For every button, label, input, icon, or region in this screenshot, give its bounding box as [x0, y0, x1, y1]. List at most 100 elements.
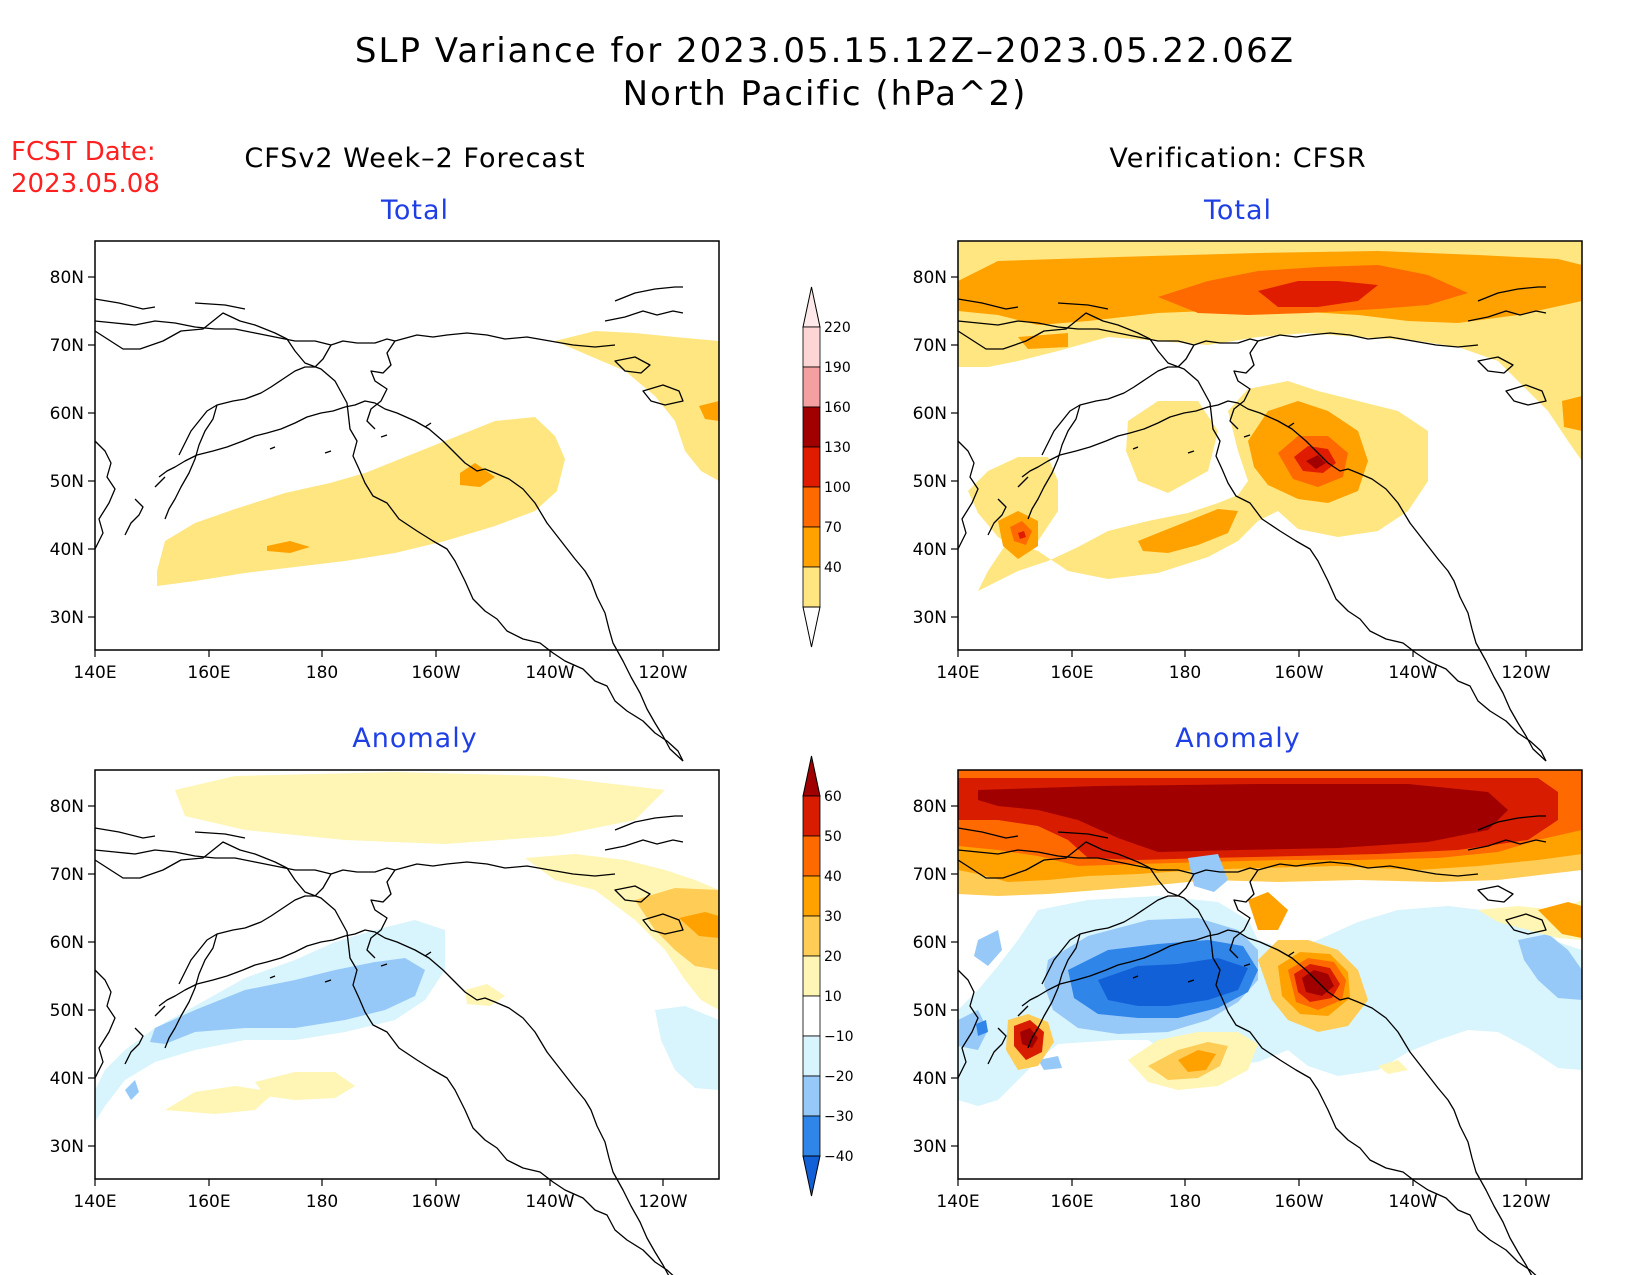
- colorbar-total-label: 130: [824, 440, 851, 456]
- panel-title-verification-anomaly: Anomaly: [1175, 723, 1300, 754]
- column-header-forecast: CFSv2 Week–2 Forecast: [244, 143, 585, 174]
- colorbar-total-swatch: [802, 326, 821, 368]
- lat-tick-label: 60N: [50, 933, 84, 953]
- lat-tick-label: 30N: [50, 1137, 84, 1157]
- colorbar-total-swatch: [802, 446, 821, 488]
- colorbar-anomaly-swatch: [802, 795, 821, 837]
- fcst-date-value: 2023.05.08: [11, 169, 160, 199]
- lon-tick-label: 140E: [73, 1192, 116, 1212]
- colorbar-anomaly-swatch: [802, 835, 821, 877]
- lat-tick-label: 80N: [50, 797, 84, 817]
- lon-tick-label: 140E: [936, 663, 979, 683]
- lat-tick-label: 70N: [913, 865, 947, 885]
- lat-tick-label: 50N: [913, 472, 947, 492]
- lon-tick-label: 140E: [936, 1192, 979, 1212]
- map-panel-forecast-total: [94, 240, 720, 762]
- lon-tick-label: 180: [306, 1192, 338, 1212]
- contour-fill: [958, 770, 1582, 1106]
- lon-tick-label: 180: [1169, 663, 1201, 683]
- lon-tick-label: 120W: [638, 663, 687, 683]
- lon-tick-label: 120W: [638, 1192, 687, 1212]
- colorbar-total-label: 220: [824, 320, 851, 336]
- colorbar-total-swatch: [802, 406, 821, 448]
- lat-tick-label: 40N: [50, 540, 84, 560]
- lat-tick-label: 30N: [913, 1137, 947, 1157]
- panel-title-forecast-anomaly: Anomaly: [352, 723, 477, 754]
- lat-tick-label: 50N: [50, 472, 84, 492]
- lat-tick-label: 40N: [913, 1069, 947, 1089]
- colorbar-total-lower-tip: [802, 606, 821, 648]
- colorbar-total-swatch: [802, 566, 821, 608]
- colorbar-total-label: 190: [824, 360, 851, 376]
- lon-tick-label: 140W: [1388, 663, 1437, 683]
- colorbar-anomaly-lower-tip: [802, 1155, 821, 1197]
- lon-tick-label: 160E: [187, 663, 230, 683]
- lon-tick-label: 120W: [1501, 663, 1550, 683]
- colorbar-total-swatch: [802, 366, 821, 408]
- lat-tick-label: 50N: [50, 1001, 84, 1021]
- colorbar-total-label: 70: [824, 520, 842, 536]
- colorbar-total-upper-tip: [802, 286, 821, 328]
- colorbar-anomaly-label: 60: [824, 789, 842, 805]
- lon-tick-label: 140W: [525, 663, 574, 683]
- colorbar-anomaly-label: 50: [824, 829, 842, 845]
- figure-title-line2: North Pacific (hPa^2): [623, 74, 1028, 114]
- lat-tick-label: 60N: [913, 404, 947, 424]
- colorbar-anomaly-swatch: [802, 875, 821, 917]
- lon-tick-label: 120W: [1501, 1192, 1550, 1212]
- lon-tick-label: 180: [1169, 1192, 1201, 1212]
- lon-tick-label: 180: [306, 663, 338, 683]
- panel-title-verification-total: Total: [1203, 195, 1272, 226]
- colorbar-anomaly-label: −10: [824, 1029, 854, 1045]
- panel-title-forecast-total: Total: [380, 195, 449, 226]
- colorbar-total-swatch: [802, 486, 821, 528]
- lat-tick-label: 60N: [913, 933, 947, 953]
- colorbar-anomaly-label: 20: [824, 949, 842, 965]
- colorbar-anomaly-label: 40: [824, 869, 842, 885]
- colorbar-anomaly-swatch: [802, 955, 821, 997]
- lat-tick-label: 30N: [913, 608, 947, 628]
- lon-tick-label: 160W: [411, 1192, 460, 1212]
- colorbar-anomaly-label: 10: [824, 989, 842, 1005]
- colorbar-total-swatch: [802, 526, 821, 568]
- colorbar-anomaly-swatch: [802, 915, 821, 957]
- colorbar-anomaly-swatch: [802, 1115, 821, 1157]
- lat-tick-label: 70N: [50, 865, 84, 885]
- lat-tick-label: 80N: [913, 797, 947, 817]
- axis-tick-labels: 140E 160E 180 160W 140W 120W 80N 70N 60N 50N 40N 30…: [50, 268, 1551, 1212]
- column-header-verification: Verification: CFSR: [1109, 143, 1366, 174]
- lat-tick-label: 60N: [50, 404, 84, 424]
- fcst-date-label: FCST Date:: [11, 137, 156, 167]
- lat-tick-label: 70N: [913, 336, 947, 356]
- lat-tick-label: 70N: [50, 336, 84, 356]
- lon-tick-label: 140E: [73, 663, 116, 683]
- figure-title-line1: SLP Variance for 2023.05.15.12Z–2023.05.…: [355, 31, 1295, 71]
- colorbar-anomaly-swatch: [802, 1035, 821, 1077]
- colorbar-anomaly-label: −20: [824, 1069, 854, 1085]
- map-panel-verification-anomaly: [957, 769, 1583, 1275]
- lat-tick-label: 50N: [913, 1001, 947, 1021]
- lat-tick-label: 80N: [913, 268, 947, 288]
- colorbar-total-label: 160: [824, 400, 851, 416]
- map-panel-verification-total: [957, 240, 1583, 762]
- colorbar-anomaly-label: −40: [824, 1149, 854, 1165]
- colorbar-anomaly-label: 30: [824, 909, 842, 925]
- colorbar-total-label: 100: [824, 480, 851, 496]
- contour-fill: [157, 331, 719, 586]
- lat-tick-label: 80N: [50, 268, 84, 288]
- lat-tick-label: 40N: [913, 540, 947, 560]
- lon-tick-label: 160W: [1274, 1192, 1323, 1212]
- colorbar-total-label: 40: [824, 560, 842, 576]
- colorbar-anomaly-swatch: [802, 1075, 821, 1117]
- colorbar-anomaly-swatch: [802, 995, 821, 1037]
- lon-tick-label: 140W: [525, 1192, 574, 1212]
- lon-tick-label: 160E: [1050, 1192, 1093, 1212]
- colorbar-anomaly-label: −30: [824, 1109, 854, 1125]
- lon-tick-label: 160W: [1274, 663, 1323, 683]
- lon-tick-label: 140W: [1388, 1192, 1437, 1212]
- lat-tick-label: 30N: [50, 608, 84, 628]
- lon-tick-label: 160E: [1050, 663, 1093, 683]
- lat-tick-label: 40N: [50, 1069, 84, 1089]
- colorbar-anomaly: −40 −30 −20 −10 10 20 30 40 50 60: [802, 755, 854, 1197]
